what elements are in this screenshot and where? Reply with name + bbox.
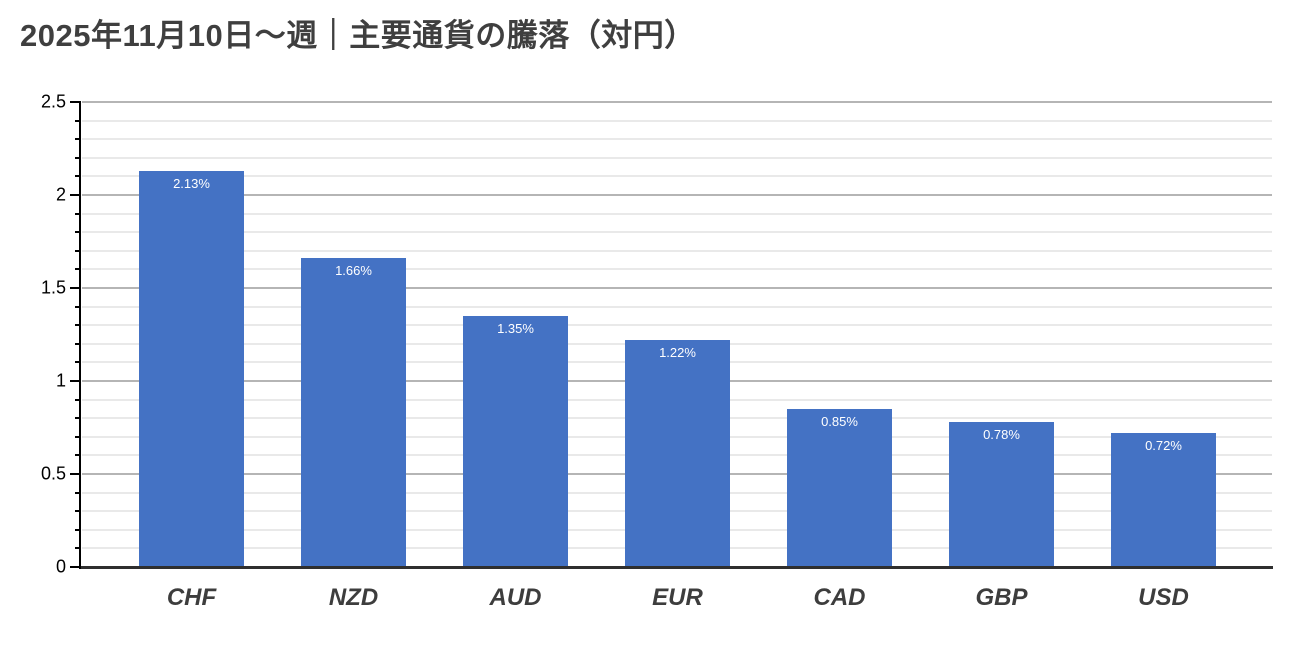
bar-eur: 1.22% [625, 340, 730, 567]
x-axis-label-usd: USD [1138, 584, 1189, 611]
y-axis-minor-tick [75, 417, 81, 420]
y-axis-minor-tick [75, 324, 81, 327]
y-axis-tick-label: 0 [55, 556, 66, 577]
minor-gridline [82, 119, 1272, 122]
bar-value-label-gbp: 0.78% [983, 426, 1020, 442]
chart-title: 2025年11月10日〜週｜主要通貨の騰落（対円） [20, 18, 696, 53]
y-axis-minor-tick [75, 342, 81, 345]
bar-nzd: 1.66% [301, 258, 406, 567]
x-axis-baseline [81, 566, 1273, 569]
major-gridline [82, 287, 1272, 289]
x-axis-label-gbp: GBP [975, 584, 1028, 611]
y-axis-minor-tick [75, 528, 81, 531]
y-axis-minor-tick [75, 510, 81, 513]
minor-gridline [82, 175, 1272, 178]
y-axis-minor-tick [75, 268, 81, 271]
y-axis-minor-tick [75, 491, 81, 494]
y-axis-line [79, 102, 81, 569]
y-axis-major-tick [70, 101, 81, 103]
x-axis-label-chf: CHF [166, 584, 217, 611]
y-axis-major-tick [70, 287, 81, 289]
major-gridline [82, 101, 1272, 103]
y-axis-minor-tick [75, 454, 81, 457]
y-axis-tick-label: 0.5 [40, 463, 66, 484]
minor-gridline [82, 305, 1272, 308]
y-axis-minor-tick [75, 361, 81, 364]
minor-gridline [82, 268, 1272, 271]
y-axis-tick-label: 1.5 [40, 277, 66, 298]
bar-aud: 1.35% [463, 315, 568, 567]
y-axis-minor-tick [75, 156, 81, 159]
y-axis-minor-tick [75, 175, 81, 178]
y-axis-minor-tick [75, 398, 81, 401]
bar-value-label-cad: 0.85% [821, 413, 858, 429]
y-axis-tick-label: 2.5 [40, 91, 66, 112]
x-axis-label-aud: AUD [489, 584, 542, 611]
bar-cad: 0.85% [787, 408, 892, 567]
y-axis-minor-tick [75, 305, 81, 308]
y-axis-major-tick [70, 473, 81, 475]
bar-value-label-aud: 1.35% [497, 320, 534, 336]
bar-gbp: 0.78% [949, 421, 1054, 567]
bar-value-label-usd: 0.72% [1145, 438, 1182, 454]
minor-gridline [82, 156, 1272, 159]
y-axis-minor-tick [75, 249, 81, 252]
bar-value-label-nzd: 1.66% [335, 263, 372, 279]
y-axis-minor-tick [75, 212, 81, 215]
x-axis-label-nzd: NZD [328, 584, 379, 611]
bar-value-label-chf: 2.13% [173, 175, 210, 191]
minor-gridline [82, 212, 1272, 215]
minor-gridline [82, 249, 1272, 252]
y-axis-tick-label: 2 [55, 184, 66, 205]
minor-gridline [82, 324, 1272, 327]
major-gridline [82, 194, 1272, 196]
y-axis-minor-tick [75, 435, 81, 438]
bar-usd: 0.72% [1111, 433, 1216, 567]
y-axis-major-tick [70, 380, 81, 382]
y-axis-minor-tick [75, 119, 81, 122]
minor-gridline [82, 138, 1272, 141]
x-axis-label-eur: EUR [652, 584, 703, 611]
y-axis-minor-tick [75, 231, 81, 234]
y-axis-major-tick [70, 566, 81, 568]
minor-gridline [82, 231, 1272, 234]
y-axis-major-tick [70, 194, 81, 196]
bar-value-label-eur: 1.22% [659, 345, 696, 361]
y-axis-minor-tick [75, 547, 81, 550]
bar-chf: 2.13% [139, 170, 244, 567]
y-axis-tick-label: 1 [55, 370, 66, 391]
x-axis-label-cad: CAD [813, 584, 866, 611]
y-axis-minor-tick [75, 138, 81, 141]
